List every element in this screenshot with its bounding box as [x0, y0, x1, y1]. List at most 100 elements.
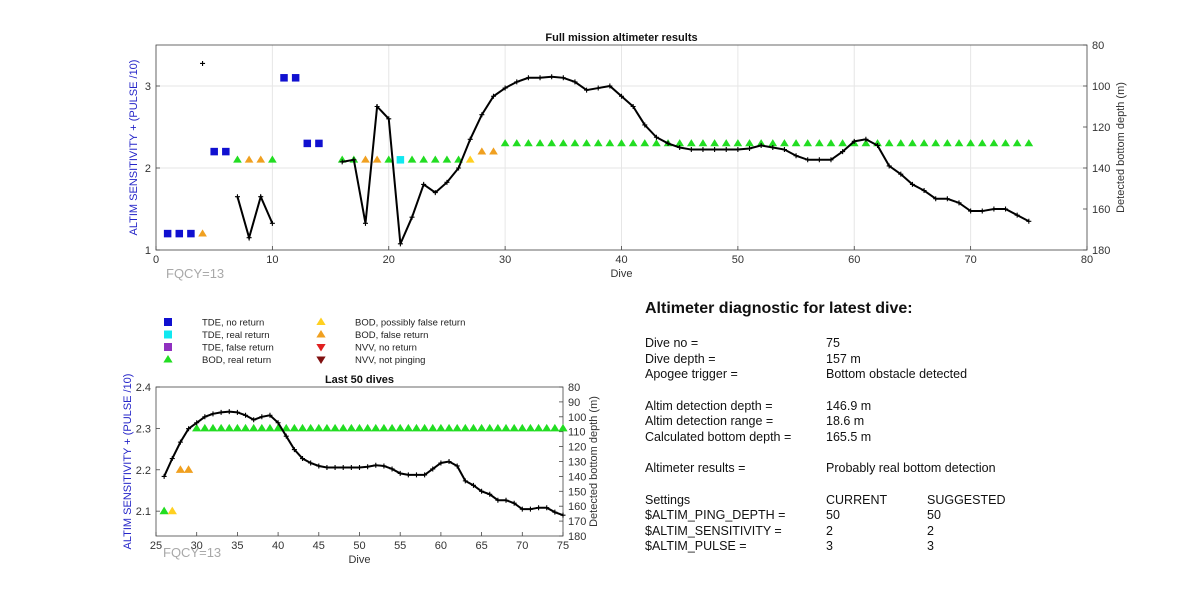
data-point — [698, 139, 708, 147]
depth-point — [374, 104, 380, 109]
depth-point — [712, 147, 718, 153]
y-right-tick-label: 160 — [1092, 204, 1110, 216]
data-point — [524, 139, 533, 147]
y-right-tick-label: 140 — [568, 471, 586, 483]
data-point — [175, 465, 186, 473]
depth-point — [758, 142, 764, 148]
diagnostic-title: Altimeter diagnostic for latest dive: — [645, 300, 913, 317]
depth-point — [979, 208, 985, 214]
data-point — [280, 74, 288, 82]
data-point — [244, 155, 254, 163]
legend-label: TDE, false return — [202, 343, 274, 354]
data-point — [931, 139, 941, 147]
data-point — [756, 139, 766, 147]
data-point — [428, 423, 438, 432]
data-point — [780, 139, 789, 147]
data-point — [384, 155, 394, 163]
depth-point — [332, 464, 338, 470]
data-point — [222, 147, 230, 156]
depth-point — [226, 409, 232, 415]
legend-label: TDE, no return — [202, 318, 264, 329]
depth-point — [351, 157, 357, 163]
y-right-tick-label: 170 — [568, 516, 586, 528]
depth-point — [607, 83, 613, 89]
plot-frame — [155, 386, 564, 537]
depth-point — [552, 509, 558, 515]
y-right-tick-label: 160 — [568, 501, 586, 513]
depth-point — [202, 414, 208, 420]
data-point — [652, 139, 661, 147]
x-tick-label: 50 — [353, 540, 365, 552]
data-point — [814, 139, 824, 147]
depth-point — [246, 235, 252, 241]
depth-point — [1014, 212, 1020, 218]
data-point — [281, 423, 291, 432]
data-point — [550, 423, 560, 432]
data-point — [861, 139, 871, 147]
depth-point — [886, 163, 892, 169]
data-point — [721, 139, 731, 147]
diag-row-dive-no: Dive no = 75 — [645, 336, 1165, 352]
depth-point — [653, 134, 659, 140]
data-point — [733, 139, 743, 147]
y-tick-label: 2 — [145, 163, 151, 175]
data-point — [187, 229, 195, 238]
depth-point — [536, 505, 542, 511]
depth-point — [234, 194, 240, 200]
diag-row-altim-range: Altim detection range = 18.6 m — [645, 414, 1165, 430]
legend-label: NVV, no return — [355, 343, 417, 354]
data-point — [570, 139, 580, 147]
y-tick-label: 3 — [145, 81, 151, 93]
pulse-suggested: 3 — [927, 539, 934, 553]
results-label: Altimeter results = — [645, 461, 746, 475]
x-tick-label: 70 — [965, 254, 977, 266]
depth-point — [234, 409, 240, 415]
data-point — [430, 155, 440, 163]
data-point — [387, 423, 397, 432]
x-tick-label: 30 — [499, 254, 511, 266]
y-right-tick-label: 100 — [1092, 81, 1110, 93]
depth-point — [397, 470, 403, 476]
diag-row-calc-depth: Calculated bottom depth = 165.5 m — [645, 430, 1165, 446]
data-point — [493, 423, 503, 432]
data-point — [501, 423, 511, 432]
depth-point — [770, 145, 776, 150]
x-tick-label: 20 — [383, 254, 395, 266]
legend-marker — [164, 318, 172, 326]
x-tick-label: 65 — [475, 540, 487, 552]
x-tick-label: 60 — [435, 540, 447, 552]
data-point — [768, 139, 778, 147]
depth-point — [324, 464, 330, 470]
x-tick-label: 60 — [848, 254, 860, 266]
depth-point — [267, 412, 273, 418]
depth-point — [519, 506, 525, 512]
data-point — [444, 423, 454, 432]
x-tick-label: 55 — [394, 540, 406, 552]
y-right-tick-label: 180 — [1092, 245, 1110, 257]
legend-marker — [316, 329, 326, 338]
legend-marker — [316, 317, 326, 326]
y-tick-label: 2.4 — [136, 382, 151, 394]
depth-point — [259, 414, 265, 420]
data-point — [525, 423, 536, 432]
data-point — [476, 423, 487, 432]
y-right-tick-label: 80 — [568, 382, 580, 394]
diag-row-settings-header: Settings CURRENT SUGGESTED — [645, 493, 1165, 509]
depth-point — [909, 181, 915, 187]
legend-marker — [164, 330, 172, 339]
depth-point — [243, 412, 249, 418]
data-point — [419, 155, 429, 163]
data-point — [884, 139, 894, 147]
data-point — [371, 423, 381, 432]
depth-point — [430, 466, 436, 472]
depth-point — [275, 420, 281, 426]
data-point — [216, 423, 226, 432]
diag-row-sensitivity: $ALTIM_SENSITIVITY = 2 2 — [645, 524, 1165, 540]
depth-point — [405, 472, 411, 478]
data-point — [896, 139, 906, 147]
data-point — [710, 139, 719, 147]
depth-point — [840, 149, 846, 155]
data-point — [617, 139, 626, 147]
depth-point — [572, 79, 578, 85]
apogee-value: Bottom obstacle detected — [826, 367, 968, 381]
